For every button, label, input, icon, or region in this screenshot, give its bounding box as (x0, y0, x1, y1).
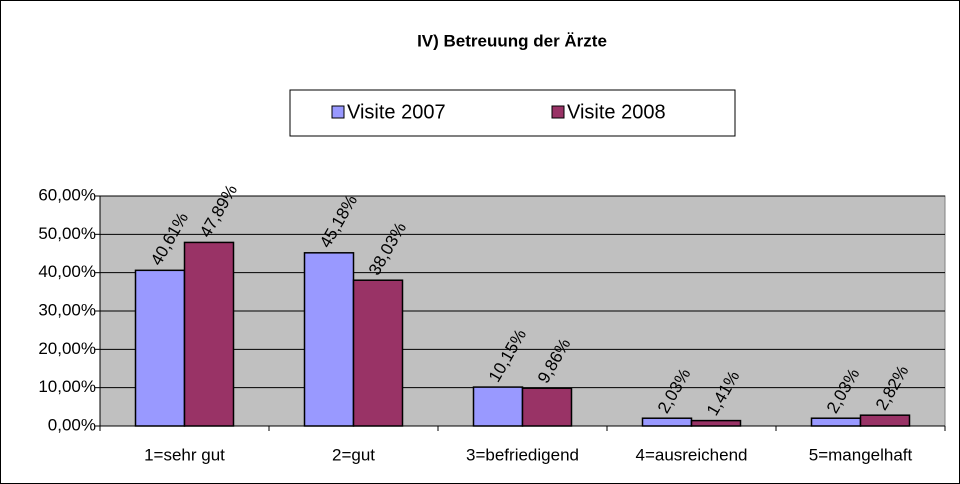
legend-swatch (551, 105, 565, 119)
y-tick-label: 10,00% (38, 377, 96, 396)
bar (134, 269, 186, 427)
bar (183, 241, 235, 427)
x-tick-label: 2=gut (332, 445, 375, 464)
bar (641, 417, 693, 427)
x-tick-label: 4=ausreichend (635, 445, 747, 464)
chart-title: IV) Betreuung der Ärzte (417, 31, 607, 50)
legend-swatch (331, 105, 345, 119)
legend-label: Visite 2007 (347, 101, 446, 123)
bar (690, 419, 742, 427)
y-tick-label: 30,00% (38, 300, 96, 319)
y-tick-label: 0,00% (48, 415, 96, 434)
bar (352, 279, 404, 427)
bar (859, 414, 911, 427)
x-tick-label: 3=befriedigend (466, 445, 579, 464)
legend-box (289, 89, 736, 137)
bar (303, 252, 355, 427)
y-tick-label: 50,00% (38, 224, 96, 243)
bar (472, 386, 524, 427)
legend-label: Visite 2008 (567, 101, 666, 123)
x-tick-label: 5=mangelhaft (809, 445, 913, 464)
y-tick-label: 20,00% (38, 339, 96, 358)
x-tick-label: 1=sehr gut (144, 445, 225, 464)
bar (521, 387, 573, 427)
y-tick-label: 60,00% (38, 185, 96, 204)
y-tick-label: 40,00% (38, 262, 96, 281)
bar (810, 417, 862, 427)
